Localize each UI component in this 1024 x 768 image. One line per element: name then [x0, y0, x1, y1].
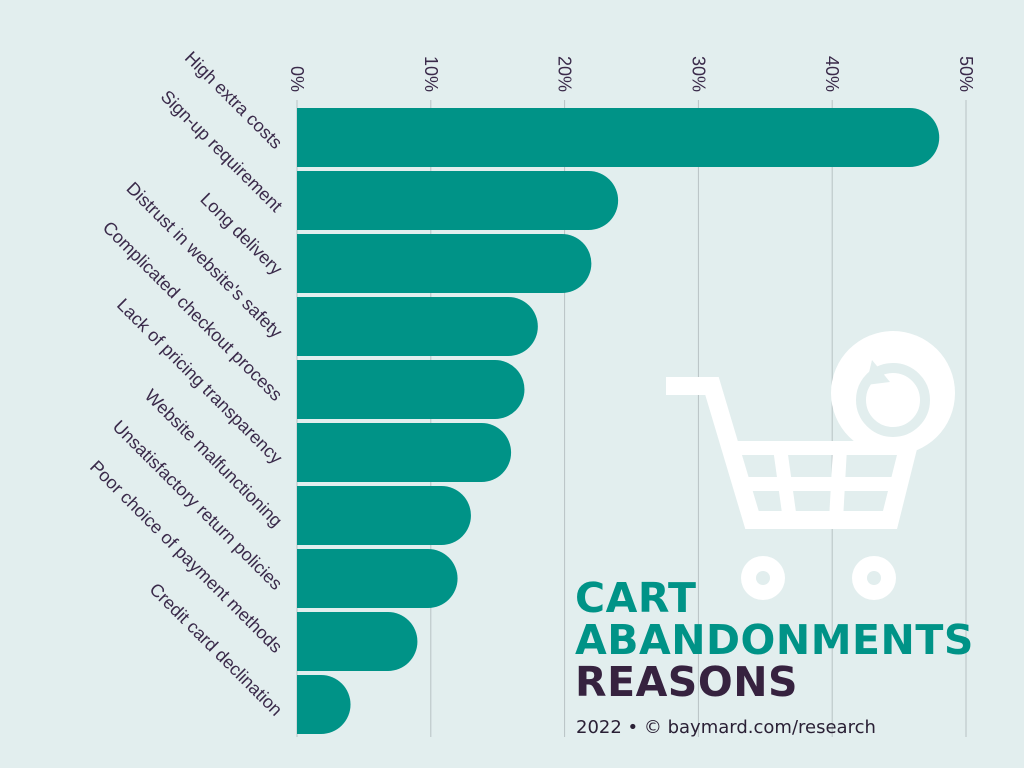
bar — [297, 234, 592, 293]
bar — [297, 675, 351, 734]
x-tick-label: 50% — [956, 56, 976, 92]
bar — [297, 171, 619, 230]
source-note: 2022 • © baymard.com/research — [576, 717, 876, 738]
bar — [297, 549, 458, 608]
x-tick-label: 30% — [688, 56, 708, 92]
title-line-2: ABANDONMENTS — [575, 616, 974, 664]
bar — [297, 486, 471, 545]
shopping-cart-refresh-icon — [666, 331, 955, 600]
bar — [297, 297, 538, 356]
category-label: Sign-up requirement — [157, 86, 286, 215]
bar — [297, 612, 418, 671]
bar — [297, 108, 940, 167]
title-line-1: CART — [575, 574, 697, 622]
bar — [297, 360, 525, 419]
x-tick-label: 20% — [555, 56, 575, 92]
x-tick-label: 10% — [421, 56, 441, 92]
x-tick-label: 40% — [822, 56, 842, 92]
x-tick-label: 0% — [287, 66, 307, 92]
title-line-3: REASONS — [575, 658, 799, 706]
bar — [297, 423, 512, 482]
